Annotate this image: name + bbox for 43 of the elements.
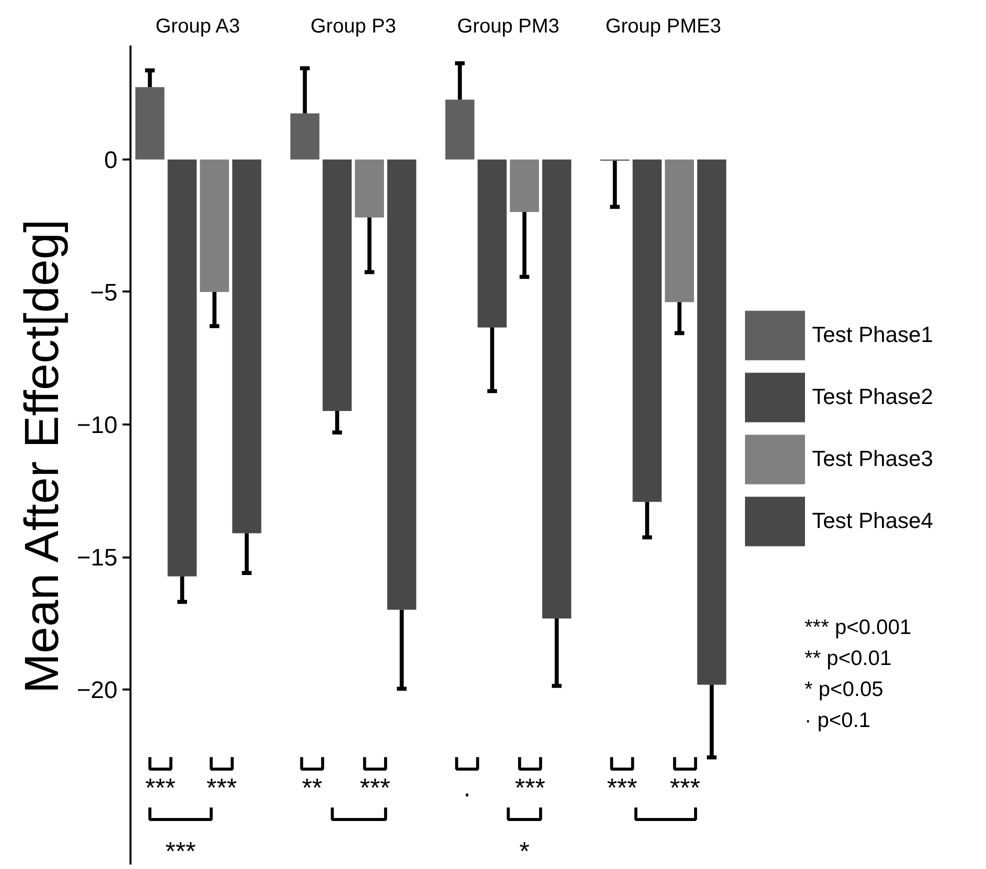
legend-label: Test Phase3 (812, 445, 934, 473)
y-tick-label: −5 (90, 279, 118, 306)
annotation: · (462, 778, 472, 808)
x-tick-label: Group P3 (310, 16, 396, 38)
y-tick-label: −15 (76, 544, 118, 572)
bar (200, 159, 229, 292)
y-tick-label: −20 (76, 677, 118, 704)
x-tick-label: Group PM3 (457, 16, 560, 38)
annotation: *** (165, 836, 196, 866)
bar (322, 159, 352, 411)
y-axis-title: Mean After Effect[deg] (16, 219, 69, 694)
text: ** p<0.01 (804, 647, 892, 670)
y-tick-label: 0 (104, 146, 118, 174)
bar (168, 159, 197, 576)
annotation: *** (606, 772, 638, 803)
text: · p<0.1 (804, 709, 870, 732)
annotation: * (519, 836, 530, 866)
annotation: ** (302, 772, 322, 803)
bar (290, 113, 320, 160)
annotation: *** (206, 772, 237, 803)
x-tick-label: Group PME3 (605, 16, 722, 38)
legend-label: Test Phase1 (812, 321, 934, 349)
bar (232, 159, 262, 534)
bar (664, 159, 694, 302)
bar (697, 159, 726, 685)
bar (510, 159, 539, 212)
legend-label: Test Phase2 (812, 383, 934, 411)
bar (478, 159, 507, 328)
bar (387, 159, 416, 610)
bar (354, 159, 384, 218)
annotation: *** (514, 772, 546, 803)
bar (542, 159, 572, 619)
bar (632, 159, 662, 502)
annotation: *** (145, 772, 176, 803)
text: * p<0.05 (804, 678, 884, 701)
text: *** p<0.001 (804, 616, 912, 639)
y-tick-label: −10 (76, 412, 118, 440)
annotation: *** (670, 772, 700, 803)
annotation: *** (360, 772, 390, 803)
bar (445, 100, 474, 160)
bar (135, 87, 164, 160)
legend-label: Test Phase4 (812, 507, 934, 535)
x-tick-label: Group A3 (156, 16, 240, 38)
